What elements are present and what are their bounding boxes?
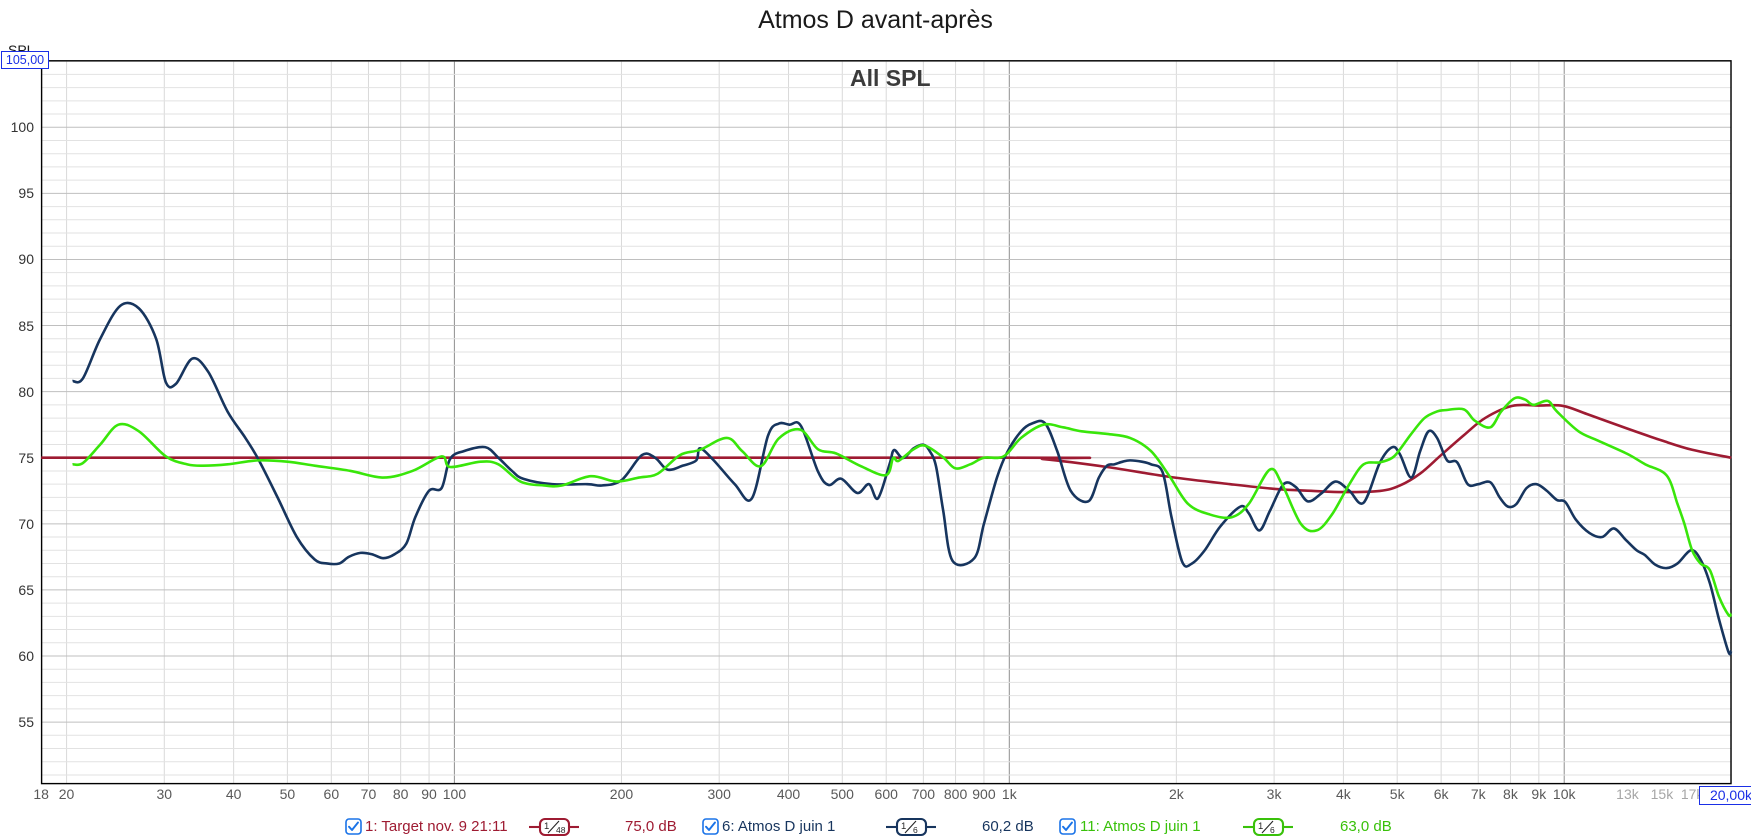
svg-text:1: 1 <box>901 821 906 832</box>
svg-text:6: 6 <box>913 825 918 835</box>
svg-text:48: 48 <box>556 825 566 835</box>
svg-text:1: 1 <box>1258 821 1263 832</box>
svg-text:1: 1 <box>544 821 549 832</box>
svg-text:6: 6 <box>1270 825 1275 835</box>
